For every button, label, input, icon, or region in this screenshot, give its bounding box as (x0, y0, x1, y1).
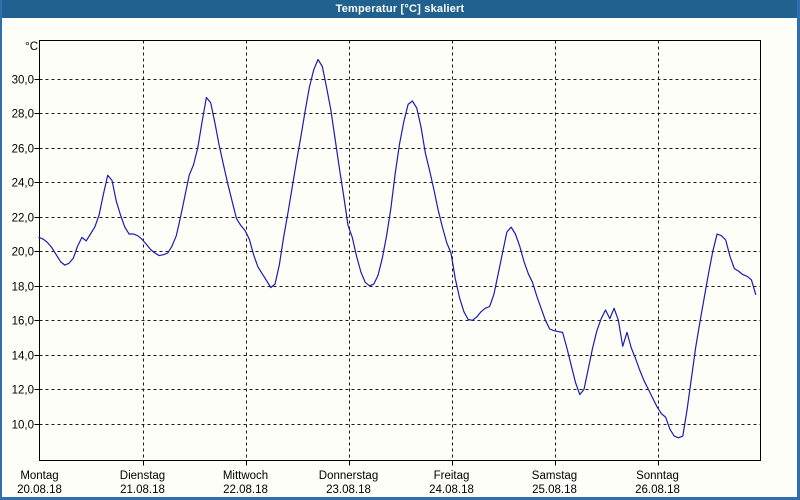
day-name-label: Mittwoch (223, 470, 268, 482)
temperature-line (38, 58, 757, 439)
day-date-label: 20.08.18 (17, 484, 62, 496)
window-title: Temperatur [°C] skaliert (335, 3, 465, 15)
y-axis-unit-label: °C (25, 41, 38, 53)
y-tick-label: 12,0 (12, 385, 34, 397)
day-name-label: Sonntag (636, 470, 679, 482)
y-tick-label: 10,0 (12, 420, 34, 432)
day-name-label: Samstag (532, 470, 577, 482)
y-tick-label: 26,0 (12, 144, 34, 156)
day-date-label: 25.08.18 (532, 484, 577, 496)
y-tick-label: 20,0 (12, 247, 34, 259)
day-name-label: Montag (20, 470, 58, 482)
day-date-label: 24.08.18 (429, 484, 474, 496)
window-title-bar[interactable]: Temperatur [°C] skaliert (0, 0, 800, 18)
day-date-label: 21.08.18 (120, 484, 165, 496)
day-date-label: 23.08.18 (326, 484, 371, 496)
y-tick-label: 14,0 (12, 351, 34, 363)
day-name-label: Dienstag (120, 470, 165, 482)
y-tick-label: 22,0 (12, 213, 34, 225)
y-tick-label: 24,0 (12, 178, 34, 190)
y-tick-label: 16,0 (12, 316, 34, 328)
y-tick-label: 28,0 (12, 109, 34, 121)
day-date-label: 22.08.18 (223, 484, 268, 496)
plot-border (39, 40, 761, 461)
y-tick-label: 30,0 (12, 75, 34, 87)
day-name-label: Donnerstag (319, 470, 378, 482)
day-name-label: Freitag (434, 470, 470, 482)
day-date-label: 26.08.18 (635, 484, 680, 496)
y-tick-label: 18,0 (12, 282, 34, 294)
